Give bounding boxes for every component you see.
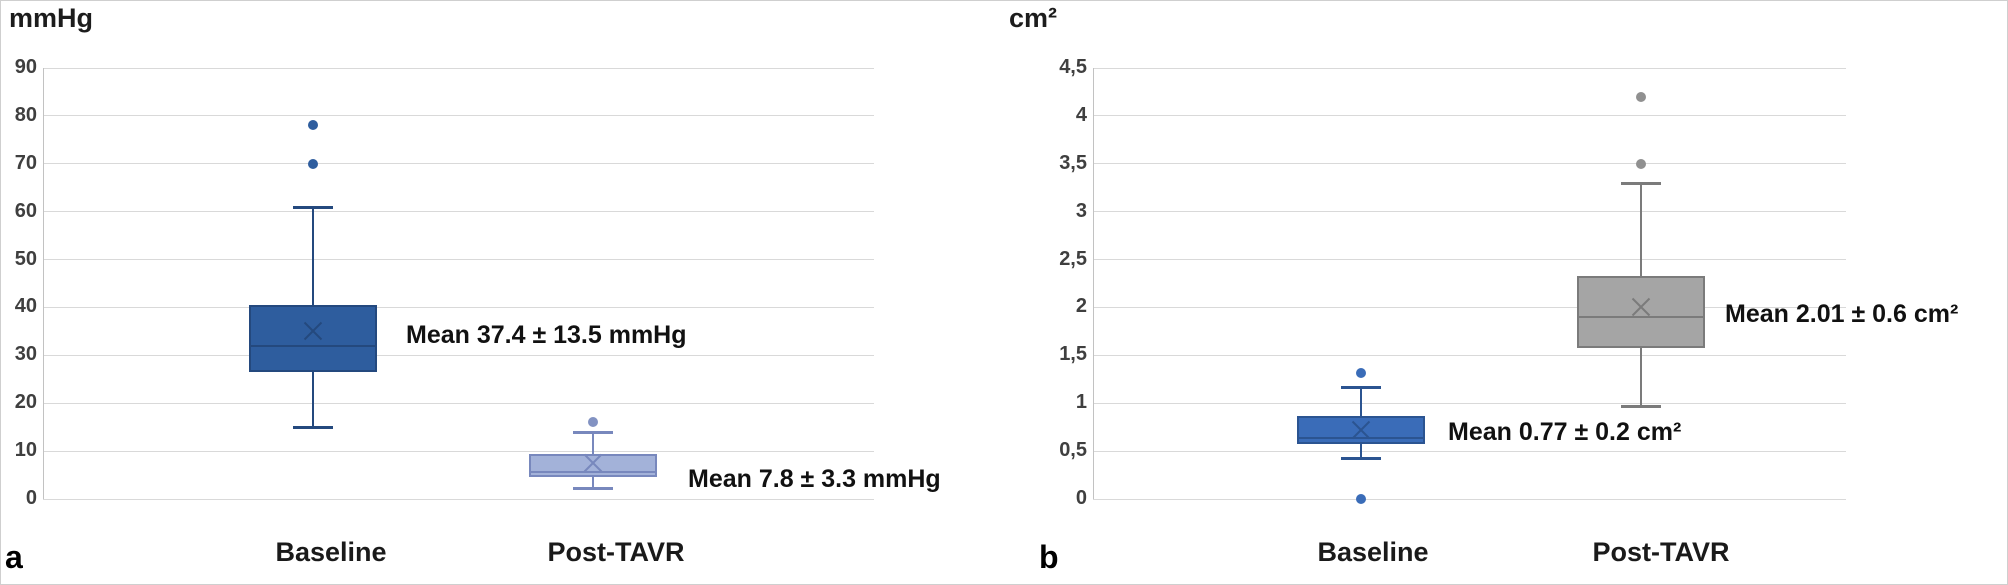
gridline [43,259,874,261]
median-line [529,470,657,473]
whisker-cap-bottom [573,486,613,490]
box [249,305,377,373]
outlier-dot [1636,158,1646,169]
x-category-label: Post-TAVR [547,537,685,567]
y-tick-label: 10 [14,439,37,462]
whisker-cap-bottom [1341,456,1381,460]
y-tick-label: 70 [14,151,37,174]
gridline [43,211,874,213]
outlier-dot [588,417,598,428]
gridline [1093,402,1846,404]
mean-annotation: Mean 7.8 ± 3.3 mmHg [688,465,941,493]
y-tick-label: 3,5 [1059,151,1087,174]
gridline [1093,354,1846,356]
gridline [43,450,874,452]
outlier-dot [1636,91,1646,102]
y-tick-label: 1,5 [1059,343,1087,366]
mean-annotation: Mean 2.01 ± 0.6 cm² [1725,300,1959,328]
whisker-cap-top [573,430,613,434]
mean-x-marker [581,451,605,475]
gridline [43,306,874,308]
y-tick-label: 0 [1075,487,1087,509]
y-tick-label: 30 [14,343,37,366]
gridline [43,67,874,69]
gridline [43,115,874,117]
y-axis-line [1093,68,1094,499]
median-line [1577,316,1705,319]
x-category-label: Post-TAVR [1592,537,1730,567]
gridline [1093,259,1846,261]
whisker-cap-top [1341,385,1381,389]
y-tick-label: 4 [1075,103,1087,126]
y-tick-label: 0 [25,487,37,509]
y-tick-label: 90 [14,56,37,78]
gridline [43,498,874,500]
y-tick-label: 2,5 [1059,247,1087,270]
box [1577,275,1705,348]
y-axis-unit-label: mmHg [9,3,94,33]
y-tick-label: 50 [14,247,37,270]
whisker-cap-bottom [1621,405,1661,409]
gridline [1093,450,1846,452]
gridline [43,354,874,356]
y-tick-label: 0,5 [1059,439,1087,462]
median-line [249,344,377,347]
whisker-cap-top [293,205,333,209]
mean-x-marker [1349,418,1373,442]
outlier-dot [308,158,318,169]
gridline [1093,67,1846,69]
panel-letter: a [5,539,23,575]
y-tick-label: 3 [1075,199,1087,222]
x-category-label: Baseline [1317,537,1429,567]
gridline [43,402,874,404]
mean-x-marker [1629,295,1653,319]
y-tick-label: 4,5 [1059,56,1087,78]
outlier-dot [1356,494,1366,504]
gridline [1093,498,1846,500]
median-line [1297,436,1425,439]
mean-annotation: Mean 0.77 ± 0.2 cm² [1448,418,1682,446]
whisker-cap-top [1621,181,1661,185]
gridline [1093,163,1846,165]
y-axis-unit-label: cm² [1009,3,1058,33]
whisker-cap-bottom [293,426,333,430]
outlier-dot [308,120,318,131]
gridline [43,163,874,165]
y-tick-label: 2 [1075,295,1087,318]
outlier-dot [1356,367,1366,378]
gridline [1093,115,1846,117]
gridline [1093,211,1846,213]
y-tick-label: 1 [1075,391,1087,414]
mean-x-marker [301,319,325,343]
mean-annotation: Mean 37.4 ± 13.5 mmHg [406,321,687,349]
y-axis-line [43,68,44,499]
y-tick-label: 40 [14,295,37,318]
y-tick-label: 60 [14,199,37,222]
y-tick-label: 80 [14,103,37,126]
y-tick-label: 20 [14,391,37,414]
panel-letter: b [1039,539,1059,575]
gridline [1093,306,1846,308]
x-category-label: Baseline [275,537,387,567]
